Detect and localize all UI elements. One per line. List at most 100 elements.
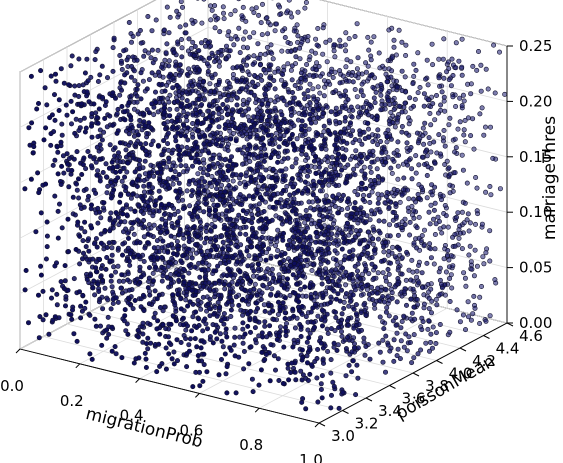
- data-point: [149, 101, 155, 107]
- data-point: [187, 348, 193, 354]
- data-point: [251, 30, 257, 36]
- data-point: [411, 208, 417, 214]
- data-point: [432, 160, 438, 166]
- data-point: [76, 195, 82, 201]
- data-point: [168, 260, 174, 266]
- data-point: [217, 29, 223, 35]
- data-point: [329, 177, 335, 183]
- data-point: [297, 85, 303, 91]
- data-point: [110, 45, 116, 51]
- data-point: [38, 210, 44, 216]
- data-point: [110, 164, 116, 170]
- data-point: [298, 70, 304, 76]
- data-point: [62, 263, 68, 269]
- data-point: [426, 295, 432, 301]
- data-point: [255, 168, 261, 174]
- data-point: [126, 142, 132, 148]
- data-point: [187, 336, 193, 342]
- data-point: [156, 188, 162, 194]
- data-point: [273, 114, 279, 120]
- data-point: [59, 225, 65, 231]
- data-point: [196, 183, 202, 189]
- data-point: [415, 191, 421, 197]
- data-point: [371, 227, 377, 233]
- data-point: [436, 56, 442, 62]
- data-point: [219, 182, 225, 188]
- data-point: [252, 84, 258, 90]
- data-point: [195, 171, 201, 177]
- data-point: [242, 29, 248, 35]
- data-point: [109, 284, 115, 290]
- data-point: [320, 51, 326, 57]
- data-point: [461, 220, 467, 226]
- data-point: [502, 91, 508, 97]
- data-point: [462, 118, 468, 124]
- data-point: [291, 191, 297, 197]
- data-point: [171, 349, 177, 355]
- data-point: [361, 129, 367, 135]
- data-point: [177, 147, 183, 153]
- data-point: [181, 151, 187, 157]
- data-point: [222, 198, 228, 204]
- data-point: [222, 189, 228, 195]
- data-point: [125, 230, 131, 236]
- data-point: [230, 196, 236, 202]
- data-point: [138, 141, 144, 147]
- data-point: [92, 316, 98, 322]
- data-point: [385, 342, 391, 348]
- data-point: [365, 112, 371, 118]
- data-point: [159, 216, 165, 222]
- data-point: [377, 209, 383, 215]
- data-point: [257, 161, 263, 167]
- data-point: [216, 292, 222, 298]
- data-point: [105, 314, 111, 320]
- data-point: [391, 358, 397, 364]
- data-point: [166, 334, 172, 340]
- data-point: [314, 234, 320, 240]
- data-point: [313, 230, 319, 236]
- data-point: [98, 323, 104, 329]
- data-point: [403, 331, 409, 337]
- data-point: [52, 263, 58, 269]
- data-point: [341, 257, 347, 263]
- data-point: [156, 143, 162, 149]
- data-point: [386, 222, 392, 228]
- data-point: [221, 10, 227, 16]
- data-point: [354, 268, 360, 274]
- data-point: [131, 155, 137, 161]
- data-point: [251, 10, 257, 16]
- data-point: [353, 302, 359, 308]
- data-point: [277, 260, 283, 266]
- data-point: [264, 118, 270, 124]
- data-point: [186, 270, 192, 276]
- data-point: [258, 153, 264, 159]
- data-point: [393, 315, 399, 321]
- grid-z-back: [207, 27, 508, 102]
- data-point: [299, 190, 305, 196]
- data-point: [156, 69, 162, 75]
- data-point: [392, 124, 398, 130]
- data-point: [389, 68, 395, 74]
- data-point: [301, 91, 307, 97]
- data-point: [399, 39, 405, 45]
- data-point: [305, 188, 311, 194]
- data-point: [409, 166, 415, 172]
- data-point: [427, 339, 433, 345]
- data-point: [285, 242, 291, 248]
- data-point: [104, 174, 110, 180]
- data-point: [363, 219, 369, 225]
- data-point: [104, 327, 110, 333]
- data-point: [146, 77, 152, 83]
- data-point: [159, 202, 165, 208]
- data-point: [175, 39, 181, 45]
- data-point: [391, 337, 397, 343]
- data-point: [335, 230, 341, 236]
- data-point: [354, 362, 360, 368]
- data-point: [142, 224, 148, 230]
- data-point: [267, 141, 273, 147]
- data-point: [269, 266, 275, 272]
- data-point: [383, 194, 389, 200]
- data-point: [343, 48, 349, 54]
- data-point: [409, 360, 415, 366]
- data-point: [453, 145, 459, 151]
